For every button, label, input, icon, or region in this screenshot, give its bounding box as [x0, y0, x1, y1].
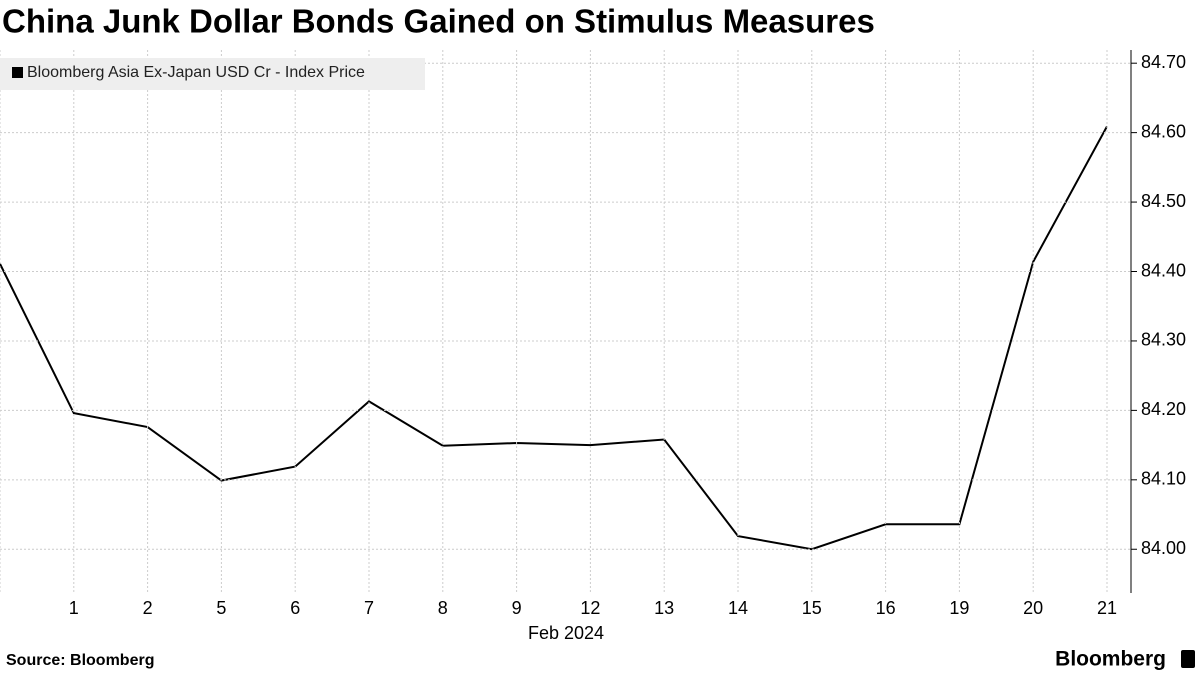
x-tick-label: 5 — [216, 598, 226, 618]
y-tick-label: 84.10 — [1141, 469, 1186, 489]
y-tick-label: 84.40 — [1141, 260, 1186, 280]
x-tick-label: 21 — [1097, 598, 1117, 618]
x-tick-label: 16 — [876, 598, 896, 618]
x-tick-label: 19 — [949, 598, 969, 618]
x-tick-label: 20 — [1023, 598, 1043, 618]
y-tick-label: 84.20 — [1141, 399, 1186, 419]
legend-label: Bloomberg Asia Ex-Japan USD Cr - Index P… — [27, 64, 365, 81]
legend-swatch — [12, 67, 23, 78]
x-tick-label: 7 — [364, 598, 374, 618]
x-tick-label: 6 — [290, 598, 300, 618]
source: Source: Bloomberg — [6, 652, 154, 669]
y-tick-label: 84.00 — [1141, 538, 1186, 558]
x-tick-label: 8 — [438, 598, 448, 618]
y-tick-label: 84.50 — [1141, 191, 1186, 211]
chart-title: China Junk Dollar Bonds Gained on Stimul… — [2, 3, 875, 40]
x-tick-label: 12 — [580, 598, 600, 618]
legend-box — [0, 58, 425, 90]
x-tick-label: 15 — [802, 598, 822, 618]
x-tick-label: 2 — [143, 598, 153, 618]
x-tick-label: 1 — [69, 598, 79, 618]
brand-icon — [1181, 650, 1195, 668]
y-tick-label: 84.30 — [1141, 330, 1186, 350]
x-tick-label: 9 — [512, 598, 522, 618]
y-tick-label: 84.60 — [1141, 121, 1186, 141]
x-tick-label: 13 — [654, 598, 674, 618]
line — [0, 125, 1108, 551]
x-tick-label: 14 — [728, 598, 748, 618]
brand: Bloomberg — [1055, 648, 1166, 671]
y-tick-label: 84.70 — [1141, 52, 1186, 72]
x-axis-label: Feb 2024 — [528, 623, 604, 643]
